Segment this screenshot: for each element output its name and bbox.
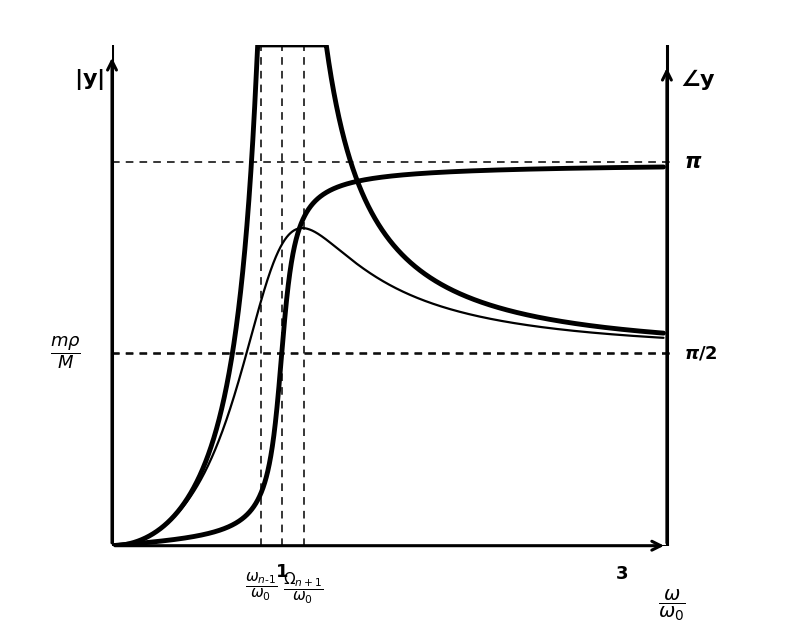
- Text: $\mathbf{\angle y}$: $\mathbf{\angle y}$: [681, 67, 717, 92]
- Text: $\dfrac{\Omega_{n+1}}{\omega_0}$: $\dfrac{\Omega_{n+1}}{\omega_0}$: [283, 571, 324, 606]
- Text: $\boldsymbol{\pi/2}$: $\boldsymbol{\pi/2}$: [684, 345, 717, 363]
- Text: $\dfrac{\omega}{\omega_0}$: $\dfrac{\omega}{\omega_0}$: [658, 588, 686, 623]
- Text: $\mathbf{1}$: $\mathbf{1}$: [275, 563, 288, 581]
- Text: $\dfrac{\omega_{n\text{-}1}}{\omega_0}$: $\dfrac{\omega_{n\text{-}1}}{\omega_0}$: [245, 571, 278, 603]
- Text: $\dfrac{m\rho}{M}$: $\dfrac{m\rho}{M}$: [50, 334, 82, 372]
- Text: $\mathbf{3}$: $\mathbf{3}$: [614, 565, 628, 583]
- Text: $\boldsymbol{\pi}$: $\boldsymbol{\pi}$: [684, 152, 702, 172]
- Text: $\mathbf{|y|}$: $\mathbf{|y|}$: [74, 67, 103, 92]
